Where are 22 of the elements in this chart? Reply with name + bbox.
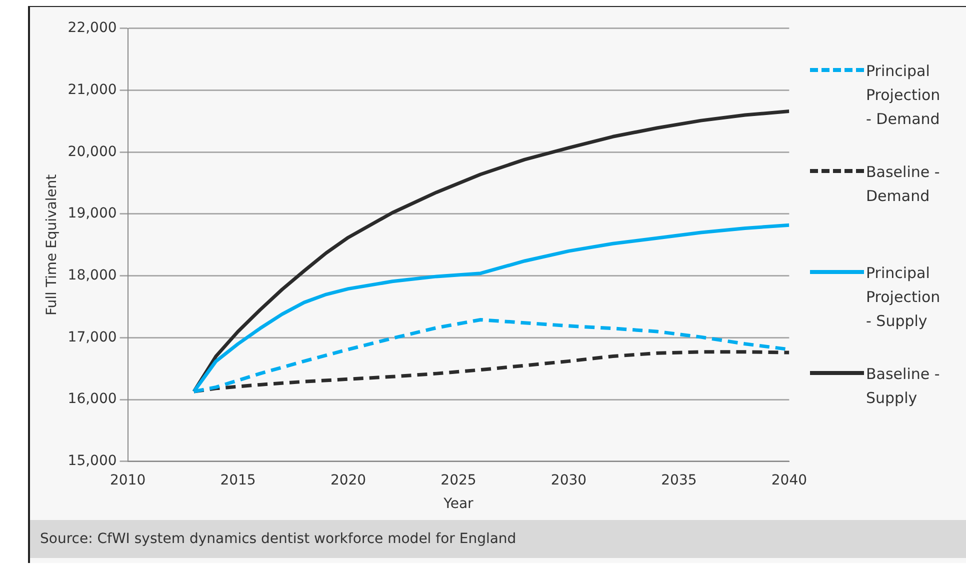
- y-tick-label: 21,000: [68, 82, 117, 98]
- x-tick-label: 2025: [440, 472, 476, 488]
- x-tick-label: 2040: [771, 472, 808, 488]
- x-axis-title: Year: [442, 496, 474, 512]
- x-tick-label: 2030: [550, 472, 587, 488]
- y-tick-label: 17,000: [68, 329, 117, 346]
- x-tick-label: 2035: [661, 472, 697, 488]
- x-tick-label: 2020: [330, 472, 366, 488]
- y-tick-label: 22,000: [68, 20, 117, 36]
- y-tick-label: 19,000: [68, 206, 117, 222]
- x-tick-label: 2015: [220, 472, 256, 488]
- y-axis-title: Full Time Equivalent: [44, 174, 60, 316]
- y-tick-label: 20,000: [68, 144, 117, 160]
- legend-label: Baseline - Demand: [866, 162, 941, 207]
- source-note: Source: CfWI system dynamics dentist workforce model for England: [40, 530, 518, 549]
- y-tick-label: 16,000: [68, 391, 117, 408]
- y-tick-label: 18,000: [68, 267, 117, 284]
- legend-label: Principal Projection - Demand: [866, 61, 942, 130]
- y-tick-label: 15,000: [68, 453, 117, 470]
- legend-label: Baseline - Supply: [866, 364, 941, 409]
- x-tick-label: 2010: [110, 472, 146, 488]
- legend-label: Principal Projection - Supply: [866, 263, 942, 332]
